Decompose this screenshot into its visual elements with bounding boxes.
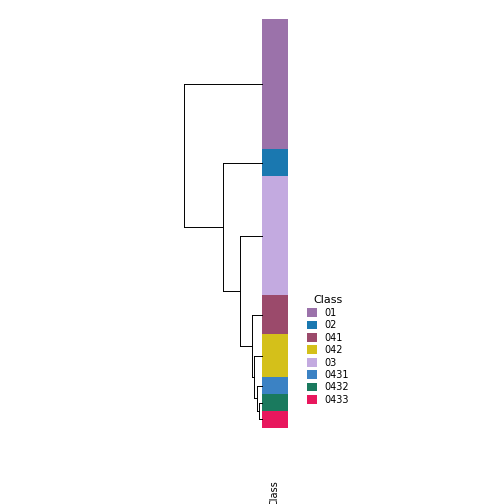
Text: Class: Class <box>270 480 280 504</box>
Legend: 01, 02, 041, 042, 03, 0431, 0432, 0433: 01, 02, 041, 042, 03, 0431, 0432, 0433 <box>305 293 351 407</box>
Bar <box>262 19 288 149</box>
Bar <box>262 295 288 334</box>
Bar <box>262 149 288 176</box>
Bar <box>262 411 288 428</box>
Bar <box>262 377 288 394</box>
Bar <box>262 176 288 295</box>
Bar <box>262 334 288 377</box>
Bar <box>262 394 288 411</box>
